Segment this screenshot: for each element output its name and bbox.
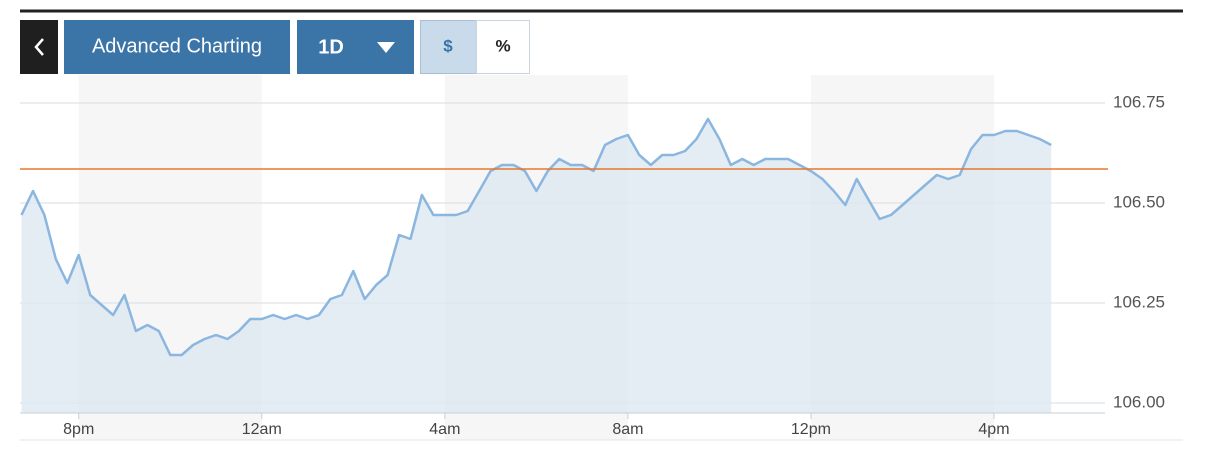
- x-tick-label: 4pm: [978, 421, 1009, 438]
- range-label[interactable]: 1D: [318, 36, 344, 58]
- unit-percent-bg[interactable]: [476, 20, 530, 74]
- unit-toggle[interactable]: $ %: [420, 20, 530, 74]
- unit-dollar[interactable]: $: [443, 36, 453, 55]
- advanced-charting-bg[interactable]: [64, 20, 290, 74]
- back-icon[interactable]: [34, 38, 44, 56]
- range-dropdown-bg[interactable]: [297, 20, 414, 74]
- y-tick-label: 106.25: [1113, 292, 1165, 311]
- x-tick-label: 8am: [612, 421, 643, 438]
- x-tick-label: 8pm: [63, 421, 94, 438]
- back-button-bg[interactable]: [20, 20, 58, 74]
- x-tick-label: 4am: [429, 421, 460, 438]
- dropdown-arrow[interactable]: [377, 42, 395, 53]
- x-tick-label: 12pm: [791, 421, 831, 438]
- y-tick-label: 106.50: [1113, 192, 1165, 211]
- back-button[interactable]: [20, 20, 58, 74]
- price-area: [21, 119, 1052, 413]
- y-tick-label: 106.00: [1113, 392, 1165, 411]
- unit-percent[interactable]: %: [495, 36, 510, 55]
- advanced-charting-button[interactable]: Advanced Charting: [64, 20, 290, 74]
- price-line: [20, 117, 1052, 357]
- unit-dollar-bg[interactable]: [420, 20, 477, 74]
- y-tick-label: 106.75: [1113, 92, 1165, 111]
- advanced-charting-label[interactable]: Advanced Charting: [92, 35, 262, 57]
- x-tick-label: 12am: [242, 421, 282, 438]
- range-dropdown[interactable]: 1D: [297, 20, 414, 74]
